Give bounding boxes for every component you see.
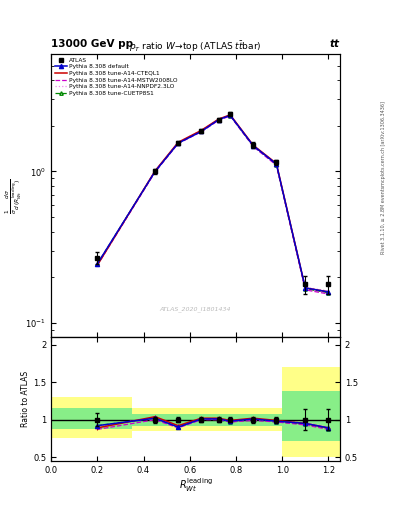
Y-axis label: $\frac{1}{\sigma}\frac{d\sigma}{d\,(R_{Wt}^{\rm leading})}$: $\frac{1}{\sigma}\frac{d\sigma}{d\,(R_{W… <box>4 178 24 214</box>
Text: mcplots.cern.ch [arXiv:1306.3436]: mcplots.cern.ch [arXiv:1306.3436] <box>381 101 386 186</box>
X-axis label: $R_{Wt}^{\rm leading}$: $R_{Wt}^{\rm leading}$ <box>178 476 213 494</box>
Text: ATLAS_2020_I1801434: ATLAS_2020_I1801434 <box>160 306 231 312</box>
Title: $p_T$ ratio $W\!\to\!$top (ATLAS $t\bar{t}$bar): $p_T$ ratio $W\!\to\!$top (ATLAS $t\bar{… <box>129 39 262 54</box>
Text: tt: tt <box>330 38 340 49</box>
Text: Rivet 3.1.10, ≥ 2.8M events: Rivet 3.1.10, ≥ 2.8M events <box>381 186 386 254</box>
Y-axis label: Ratio to ATLAS: Ratio to ATLAS <box>21 371 30 427</box>
Text: 13000 GeV pp: 13000 GeV pp <box>51 38 133 49</box>
Legend: ATLAS, Pythia 8.308 default, Pythia 8.308 tune-A14-CTEQL1, Pythia 8.308 tune-A14: ATLAS, Pythia 8.308 default, Pythia 8.30… <box>54 57 179 97</box>
